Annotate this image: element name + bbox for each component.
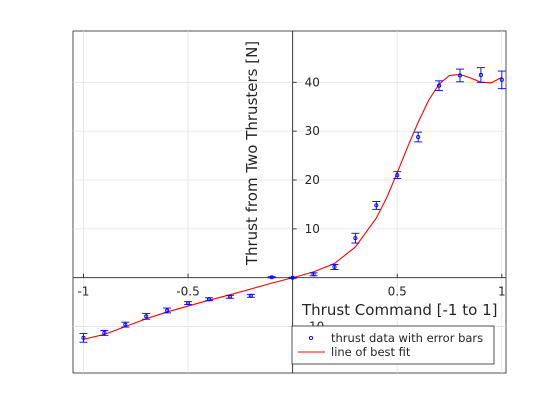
legend-marker (308, 335, 314, 341)
error-bar (435, 80, 444, 92)
x-tick-label: 0.5 (388, 285, 407, 299)
data-point (332, 264, 337, 270)
y-tick-label: 40 (305, 75, 320, 89)
data-point (144, 314, 149, 319)
error-bar (414, 131, 423, 143)
error-bar (351, 232, 360, 244)
data-point (416, 134, 421, 140)
error-bar (455, 68, 464, 83)
data-point (123, 322, 128, 327)
data-point (290, 275, 295, 280)
error-bar (393, 171, 402, 179)
data-point (102, 330, 107, 335)
data-point (206, 297, 212, 302)
y-tick-label: 30 (305, 124, 320, 138)
x-axis-label: Thrust Command [-1 to 1] (301, 301, 497, 319)
x-tick-label: -1 (77, 285, 89, 299)
plot-area (72, 30, 507, 374)
legend-entry: thrust data with error bars (308, 331, 483, 345)
legend-entry: line of best fit (298, 345, 411, 359)
grid (73, 31, 506, 373)
y-axis-label: Thrust from Two Thrusters [N] (243, 41, 261, 266)
data-point (81, 335, 86, 340)
data-point (248, 293, 253, 298)
fit-line-series (83, 73, 503, 340)
data-point (311, 272, 316, 277)
data-point (227, 294, 232, 299)
legend-label: thrust data with error bars (331, 331, 483, 345)
y-tick-label: 10 (305, 222, 320, 236)
error-bar (497, 70, 506, 90)
error-bar (288, 276, 297, 279)
data-point (374, 203, 379, 208)
error-bar (79, 332, 88, 343)
data-point-series (81, 72, 504, 340)
error-bar (372, 201, 381, 210)
data-point (165, 308, 170, 313)
legend-label: line of best fit (331, 345, 411, 359)
data-point (437, 83, 442, 88)
data-point (478, 72, 483, 78)
data-point (395, 173, 400, 178)
data-point (185, 301, 191, 306)
legend-box (291, 325, 495, 365)
y-tick-label: 20 (305, 173, 320, 187)
axes (73, 31, 506, 373)
data-point (353, 236, 358, 241)
error-bar (267, 276, 276, 279)
x-tick-label: 1 (498, 285, 506, 299)
error-bar (476, 67, 485, 83)
fit-line (83, 73, 503, 340)
data-point (269, 275, 274, 280)
data-point (499, 77, 504, 82)
x-tick-label: -0.5 (176, 285, 199, 299)
data-point (457, 73, 463, 78)
